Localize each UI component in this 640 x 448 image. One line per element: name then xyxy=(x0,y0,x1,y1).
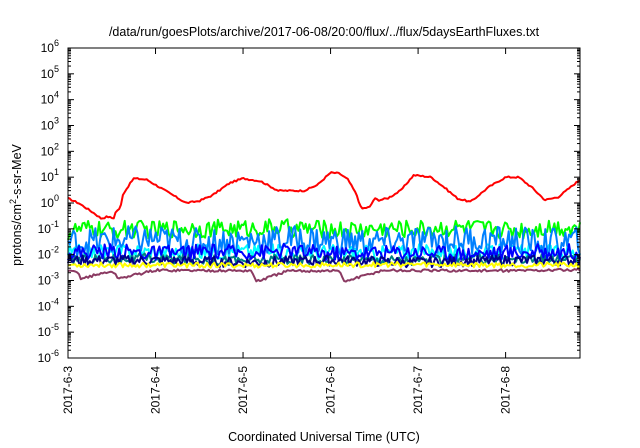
y-tick-label: 104 xyxy=(41,90,59,107)
series-line xyxy=(67,267,581,283)
y-axis-label-suffix: -s-sr-MeV xyxy=(10,143,24,199)
y-axis-label-prefix: protons/cm xyxy=(10,204,24,266)
y-tick-label-exponent: -6 xyxy=(51,348,59,358)
y-tick-label-exponent: 6 xyxy=(54,38,59,48)
y-tick-label: 103 xyxy=(41,116,59,133)
y-axis-label: protons/cm2-s-sr-MeV xyxy=(8,143,24,265)
y-tick-label: 10-1 xyxy=(38,219,59,236)
y-axis-label-superscript: 2 xyxy=(8,199,18,204)
y-tick-label-exponent: 4 xyxy=(54,90,59,100)
y-tick-label-base: 10 xyxy=(38,248,52,262)
y-tick-label-exponent: -5 xyxy=(51,322,59,332)
x-tick-label: 2017-6-3 xyxy=(61,366,75,414)
chart-title: /data/run/goesPlots/archive/2017-06-08/2… xyxy=(109,25,540,39)
y-tick-label-exponent: -4 xyxy=(51,296,59,306)
y-tick-label: 10-6 xyxy=(38,348,59,365)
y-tick-label: 10-5 xyxy=(38,322,59,339)
y-tick-label-base: 10 xyxy=(41,67,55,81)
x-tick-label: 2017-6-6 xyxy=(324,366,338,414)
series-line xyxy=(67,171,581,220)
plot-frame xyxy=(67,47,581,359)
y-tick-label-base: 10 xyxy=(38,222,52,236)
y-tick-label-exponent: 1 xyxy=(54,167,59,177)
y-tick-label-exponent: -1 xyxy=(51,219,59,229)
y-tick-label-exponent: 2 xyxy=(54,141,59,151)
y-tick-label-base: 10 xyxy=(38,325,52,339)
x-tick-label: 2017-6-5 xyxy=(236,366,250,414)
y-tick-label-base: 10 xyxy=(41,119,55,133)
y-tick-label: 102 xyxy=(41,141,59,158)
y-tick-label: 106 xyxy=(41,38,59,55)
y-tick-label: 101 xyxy=(41,167,59,184)
x-tick-label: 2017-6-7 xyxy=(411,366,425,414)
y-tick-label-base: 10 xyxy=(41,41,55,55)
series-layer xyxy=(67,171,581,283)
series-line xyxy=(67,225,581,257)
y-tick-label-base: 10 xyxy=(38,299,52,313)
y-tick-label: 10-2 xyxy=(38,245,59,262)
y-tick-label: 10-4 xyxy=(38,296,59,313)
series-line xyxy=(67,254,581,269)
y-tick-label-base: 10 xyxy=(41,93,55,107)
y-tick-label-exponent: -3 xyxy=(51,271,59,281)
y-tick-label-base: 10 xyxy=(41,170,55,184)
svg-text:protons/cm2-s-sr-MeV: protons/cm2-s-sr-MeV xyxy=(8,143,24,265)
series-line xyxy=(68,261,581,269)
y-tick-label: 100 xyxy=(41,193,59,210)
y-tick-label-base: 10 xyxy=(38,351,52,365)
series-line xyxy=(67,242,581,262)
y-tick-label-exponent: 0 xyxy=(54,193,59,203)
x-axis-label: Coordinated Universal Time (UTC) xyxy=(228,430,420,444)
y-tick-label: 105 xyxy=(41,64,59,81)
series-line xyxy=(67,218,581,241)
y-tick-label-exponent: -2 xyxy=(51,245,59,255)
y-tick-label-base: 10 xyxy=(41,144,55,158)
y-tick-label-exponent: 3 xyxy=(54,116,59,126)
y-tick-label-base: 10 xyxy=(38,274,52,288)
y-tick-label-base: 10 xyxy=(41,196,55,210)
x-tick-label: 2017-6-4 xyxy=(149,366,163,414)
y-tick-label-exponent: 5 xyxy=(54,64,59,74)
x-tick-label: 2017-6-8 xyxy=(499,366,513,414)
y-tick-label: 10-3 xyxy=(38,271,59,288)
